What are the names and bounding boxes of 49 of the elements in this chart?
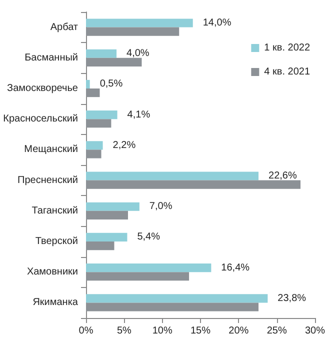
x-tick-label: 5% (116, 326, 132, 336)
x-tick-label: 30% (304, 326, 326, 336)
bar (86, 110, 118, 120)
y-tick-label: Якиманка (32, 297, 78, 308)
data-label: 23,8% (278, 292, 306, 304)
data-label: 7,0% (149, 201, 172, 212)
data-label: 2,2% (112, 140, 136, 151)
y-tick-label: Хамовники (26, 266, 78, 278)
y-tick-label: Тверской (35, 236, 78, 247)
y-tick-label: Басманный (24, 52, 78, 64)
y-tick-label: Красносельский (3, 114, 78, 125)
x-tick-label: 25% (266, 326, 287, 336)
legend-label: 4 кв. 2021 (264, 66, 310, 78)
x-tick-label: 0% (78, 326, 94, 336)
bar (86, 18, 193, 28)
bar (86, 210, 128, 220)
bar (86, 242, 114, 250)
bar (86, 150, 102, 158)
data-label: 22,6% (268, 170, 297, 182)
data-label: 4,0% (126, 48, 150, 60)
data-label: 4,1% (127, 109, 150, 120)
bar (86, 27, 180, 36)
bar (86, 172, 259, 180)
y-tick-label: Таганский (32, 205, 78, 216)
bar (86, 232, 128, 242)
bar (86, 302, 259, 312)
y-tick-label: Мещанский (24, 144, 78, 156)
x-tick-label: 20% (228, 326, 249, 336)
y-tick-label: Пресненский (18, 174, 78, 186)
bar (86, 264, 212, 272)
bar (86, 49, 117, 58)
bar (86, 202, 140, 211)
data-label: 0,5% (100, 78, 123, 90)
bar (86, 119, 112, 128)
bar (86, 88, 100, 98)
data-label: 16,4% (221, 262, 250, 274)
y-tick-label: Замоскворечье (7, 83, 78, 94)
legend-label: 1 кв. 2022 (264, 42, 310, 54)
bar (86, 180, 300, 189)
bar (86, 272, 190, 281)
bar (86, 141, 103, 150)
bar (86, 80, 90, 88)
bar (86, 58, 142, 66)
data-label: 14,0% (202, 18, 232, 29)
bar (86, 294, 268, 303)
x-tick-label: 10% (152, 326, 172, 336)
y-tick-label: Арбат (50, 22, 78, 33)
x-tick-label: 15% (190, 326, 211, 336)
data-label: 5,4% (137, 232, 160, 243)
